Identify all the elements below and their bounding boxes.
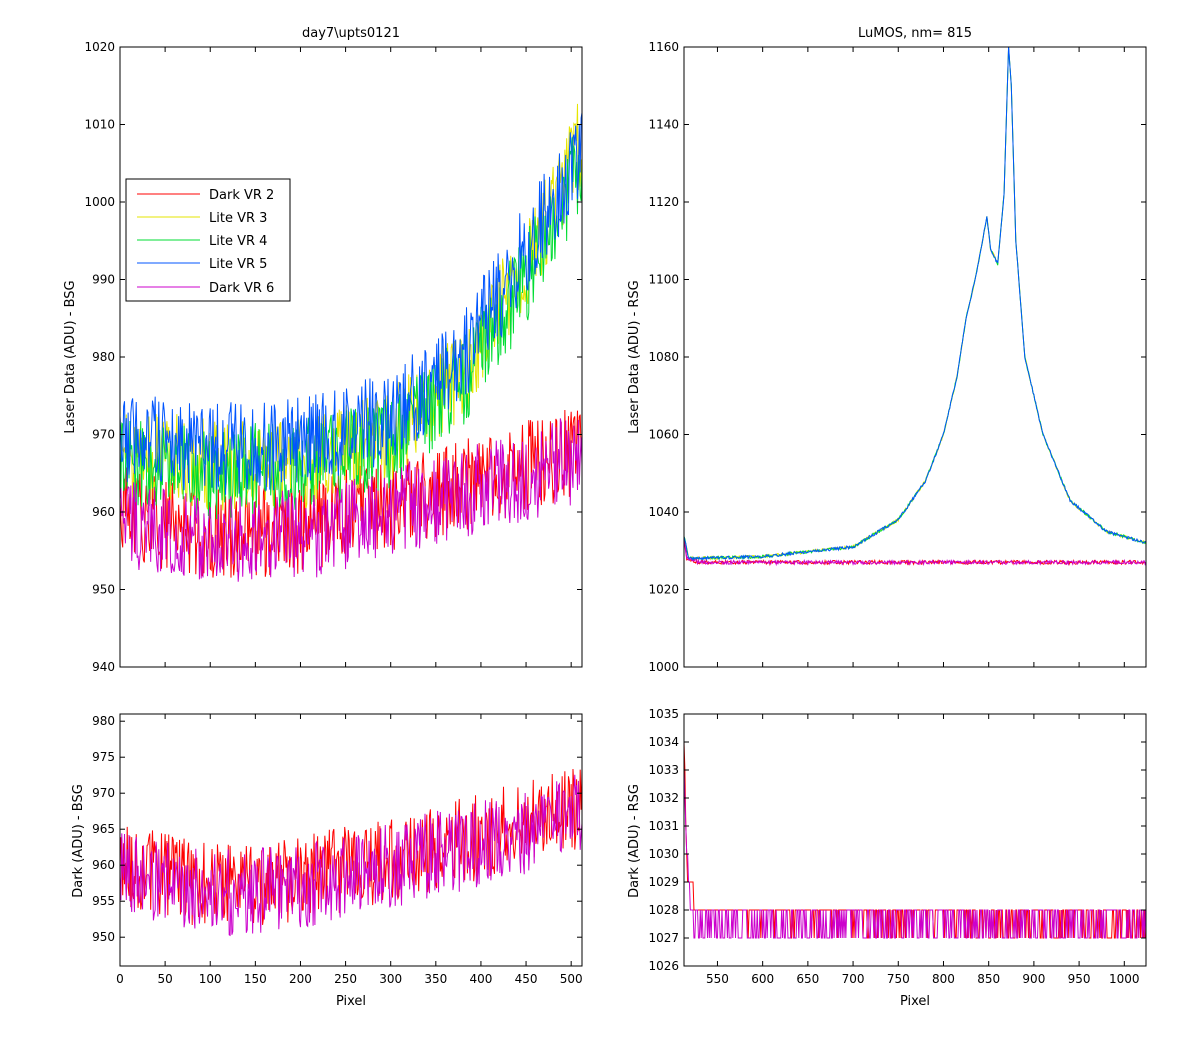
y-tick-label: 1120: [648, 195, 679, 209]
series-line-lite-vr5: [684, 47, 1146, 561]
x-axis-label-bottom-right: Pixel: [900, 994, 930, 1009]
series-line-dark-vr6: [120, 774, 582, 937]
x-tick-label: 600: [751, 972, 774, 986]
y-tick-label: 1035: [648, 707, 679, 721]
x-tick-label: 850: [977, 972, 1000, 986]
series-group: [684, 47, 1146, 567]
chart-title-left: day7\upts0121: [302, 26, 400, 41]
y-tick-label: 1028: [648, 903, 679, 917]
y-tick-label: 970: [92, 786, 115, 800]
y-tick-label: 1080: [648, 350, 679, 364]
y-tick-label: 1000: [648, 660, 679, 674]
x-tick-label: 50: [157, 972, 172, 986]
y-tick-label: 1060: [648, 428, 679, 442]
x-tick-label: 250: [334, 972, 357, 986]
y-tick-label: 1140: [648, 118, 679, 132]
series-line-dark-vr6: [120, 418, 582, 582]
series-line-dark-vr6: [684, 540, 1146, 567]
series-group: [120, 768, 582, 937]
legend-entry-dark-vr2: Dark VR 2: [209, 188, 274, 203]
x-tick-label: 500: [560, 972, 583, 986]
legend-entry-dark-vr6: Dark VR 6: [209, 281, 274, 296]
y-tick-label: 990: [92, 273, 115, 287]
axes-frame: [683, 46, 1147, 668]
legend-entry-lite-vr5: Lite VR 5: [209, 257, 267, 272]
series-line-lite-vr5: [120, 112, 582, 495]
y-tick-label: 980: [92, 350, 115, 364]
x-tick-label: 750: [887, 972, 910, 986]
y-tick-label: 1100: [648, 273, 679, 287]
y-tick-label: 1029: [648, 875, 679, 889]
y-tick-label: 960: [92, 858, 115, 872]
y-tick-label: 1031: [648, 819, 679, 833]
x-tick-label: 700: [842, 972, 865, 986]
y-tick-label: 1010: [84, 118, 115, 132]
x-tick-label: 0: [116, 972, 124, 986]
series-line-lite-vr4: [684, 48, 1146, 561]
y-tick-label: 970: [92, 428, 115, 442]
y-tick-label: 975: [92, 750, 115, 764]
x-tick-label: 450: [515, 972, 538, 986]
plot-tl: 940 950 960 970 980 990 1000 1010 1020: [84, 40, 583, 674]
plot-tr: 1000 1020 1040 1060 1080 1100 1120 1140 1160: [648, 40, 1147, 674]
y-tick-label: 1160: [648, 40, 679, 54]
plot-br: 550 600 650 700 750 800 850 900 950 1000 1026 1027 1…: [648, 707, 1147, 986]
axes-frame: [683, 713, 1147, 967]
y-tick-label: 940: [92, 660, 115, 674]
x-tick-label: 900: [1022, 972, 1045, 986]
x-tick-label: 150: [244, 972, 267, 986]
series-group: [684, 741, 1146, 939]
y-tick-label: 965: [92, 822, 115, 836]
x-axis-label-bottom-left: Pixel: [336, 994, 366, 1009]
y-tick-label: 1020: [648, 583, 679, 597]
x-tick-label: 300: [379, 972, 402, 986]
y-tick-label: 1027: [648, 931, 679, 945]
y-tick-label: 955: [92, 894, 115, 908]
y-axis-label-bottom-right: Dark (ADU) - RSG: [627, 784, 642, 898]
series-line-lite-vr4: [120, 137, 582, 519]
y-axis-label-bottom-left: Dark (ADU) - BSG: [71, 784, 86, 898]
x-tick-label: 950: [1068, 972, 1091, 986]
y-tick-label: 1033: [648, 763, 679, 777]
y-tick-label: 1032: [648, 791, 679, 805]
series-line-dark-vr2: [684, 536, 1146, 567]
chart-title-right: LuMOS, nm= 815: [858, 26, 972, 41]
x-tick-label: 100: [199, 972, 222, 986]
x-tick-label: 400: [469, 972, 492, 986]
plot-bl: 0 50 100 150 200 250 300 350 400 450 500 950 955 960 9…: [92, 713, 583, 986]
x-tick-label: 550: [706, 972, 729, 986]
y-axis-label-top-left: Laser Data (ADU) - BSG: [63, 280, 78, 433]
y-tick-label: 1020: [84, 40, 115, 54]
x-tick-label: 350: [424, 972, 447, 986]
x-tick-label: 1000: [1109, 972, 1140, 986]
axes-frame: [119, 46, 583, 668]
legend-entry-lite-vr3: Lite VR 3: [209, 211, 267, 226]
y-tick-label: 980: [92, 714, 115, 728]
y-tick-label: 1034: [648, 735, 679, 749]
series-line-dark-vr6: [684, 769, 1146, 939]
y-tick-label: 950: [92, 930, 115, 944]
y-tick-label: 1030: [648, 847, 679, 861]
y-tick-label: 1026: [648, 959, 679, 973]
series-line-lite-vr3: [684, 47, 1146, 561]
x-tick-label: 800: [932, 972, 955, 986]
legend-entry-lite-vr4: Lite VR 4: [209, 234, 267, 249]
y-axis-label-top-right: Laser Data (ADU) - RSG: [627, 280, 642, 434]
legend: Dark VR 2 Lite VR 3 Lite VR 4 Lite VR 5 …: [125, 178, 291, 302]
series-line-dark-vr2: [684, 741, 1146, 939]
axes-frame: [119, 713, 583, 967]
y-tick-label: 950: [92, 583, 115, 597]
y-tick-label: 960: [92, 505, 115, 519]
y-tick-label: 1040: [648, 505, 679, 519]
x-tick-label: 200: [289, 972, 312, 986]
x-tick-label: 650: [796, 972, 819, 986]
series-line-dark-vr2: [120, 768, 582, 926]
y-tick-label: 1000: [84, 195, 115, 209]
series-group: [120, 103, 582, 582]
